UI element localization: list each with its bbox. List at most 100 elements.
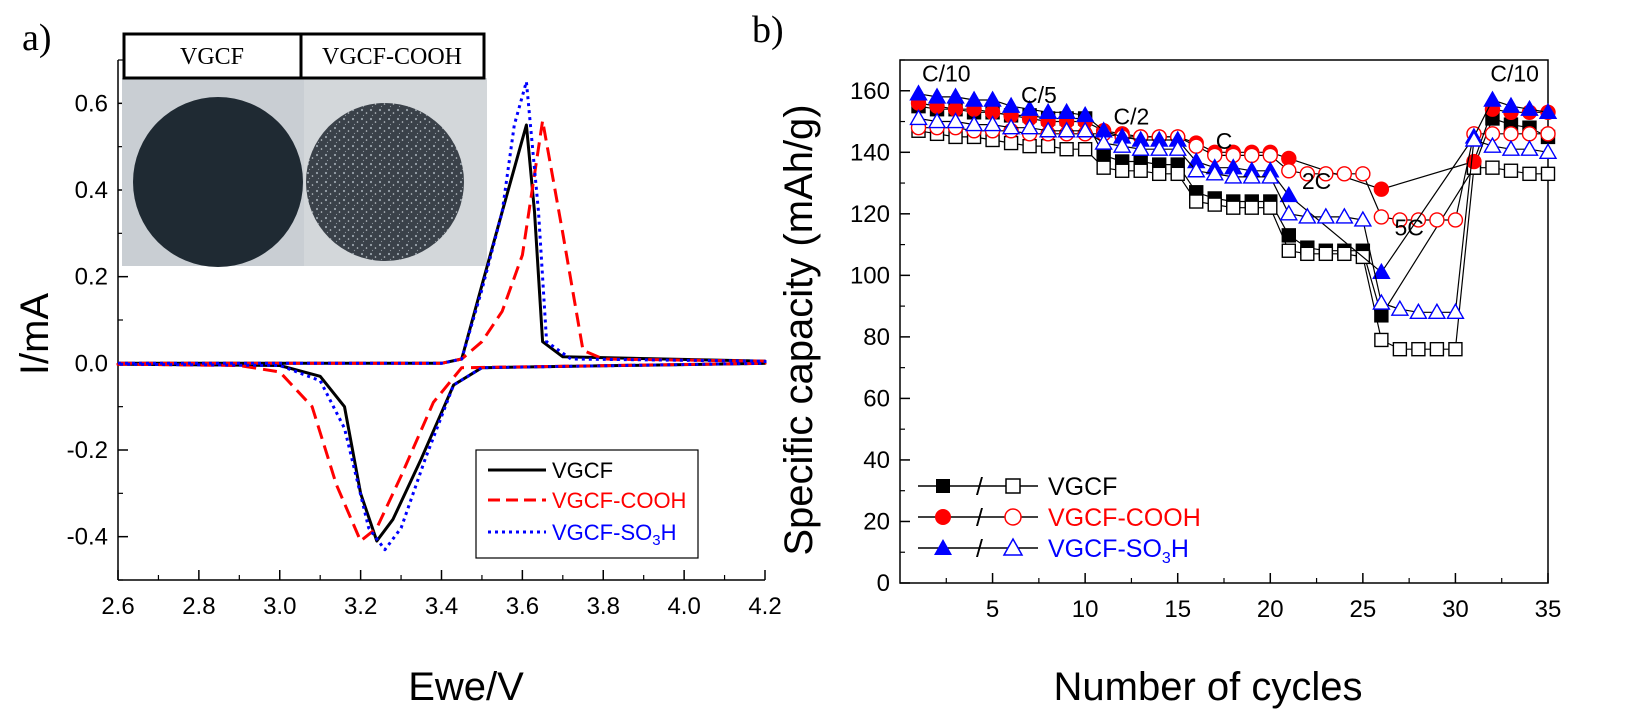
inset-label-box-right (299, 32, 486, 80)
rate-x-tick-label: 10 (1072, 596, 1099, 623)
cv-x-tick-label: 2.6 (101, 593, 134, 620)
rate-point (1521, 126, 1538, 142)
rate-point (1001, 118, 1021, 135)
rate-point (1133, 163, 1148, 178)
panel-a-label: a) (22, 17, 52, 59)
rate-y-tick-label: 60 (863, 385, 890, 412)
rate-point (1001, 96, 1021, 113)
rate-legend-sep-vgcf-cooh: / (976, 504, 983, 532)
rate-point (1446, 302, 1465, 319)
rate-point (1372, 262, 1391, 279)
rate-x-tick-label: 5 (986, 596, 999, 623)
rate-point (983, 90, 1002, 107)
rate-point (1279, 185, 1299, 203)
rate-axes: 5 10 15 20 25 30 35 0 20 40 60 80 100 120 140 160 (850, 59, 1562, 623)
rate-point (1392, 341, 1408, 357)
rate-point (1040, 138, 1056, 154)
rate-legend-sep-vgcf-so3h: / (976, 535, 983, 563)
cv-y-tick-label: -0.2 (67, 437, 108, 464)
rate-y-axis-title: Specific capacity (mAh/g) (777, 104, 821, 555)
rate-point (1300, 246, 1315, 262)
rate-legend: / VGCF / VGCF-COOH / VGCF-SO3H (918, 473, 1201, 567)
rate-label: C/5 (1021, 82, 1057, 108)
rate-point (1242, 167, 1261, 184)
cv-x-tick-label: 3.6 (506, 593, 539, 620)
rate-point (1298, 207, 1317, 224)
rate-x-tick-label: 25 (1350, 596, 1377, 623)
rate-point (1263, 200, 1278, 215)
rate-x-tick-label: 15 (1164, 596, 1191, 623)
rate-point (1373, 209, 1390, 225)
rate-point (1316, 207, 1336, 224)
rate-x-tick-label: 35 (1535, 596, 1562, 623)
rate-point (1022, 138, 1037, 154)
rate-point (1112, 136, 1132, 153)
rate-point (1075, 121, 1095, 138)
cv-legend-label-vgcf-cooh: VGCF-COOH (552, 488, 686, 513)
cv-x-tick-label: 3.8 (587, 593, 620, 620)
rate-point (1094, 133, 1113, 150)
rate-point (1503, 163, 1519, 178)
rate-point (1429, 341, 1445, 357)
cv-axes: 2.6 2.8 3.0 3.2 3.4 3.6 3.8 4.0 4.2 -0.4 -0.2 0.0 0.… (67, 59, 782, 620)
rate-point (1373, 181, 1390, 197)
rate-labels: C/10 C/5 C/2 C 2C 5C C/10 (922, 61, 1539, 241)
rate-point (1188, 138, 1204, 154)
vgcf-cooh-electrode-texture (306, 103, 464, 261)
rate-point (1409, 302, 1428, 319)
cv-x-axis-title: Ewe/V (408, 665, 524, 709)
rate-point (1501, 139, 1521, 156)
rate-point (1501, 96, 1521, 113)
cv-x-tick-label: 3.2 (344, 593, 377, 620)
rate-label: C (1216, 128, 1233, 154)
rate-point (1503, 126, 1519, 142)
rate-point (1077, 142, 1093, 157)
rate-point (1096, 148, 1111, 163)
rate-point (1187, 161, 1206, 178)
rate-label: C/10 (1490, 61, 1539, 87)
rate-point (1353, 210, 1373, 227)
rate-point (946, 112, 965, 129)
rate-point (1114, 163, 1130, 178)
rate-point (1374, 332, 1389, 348)
cv-chart: 2.6 2.8 3.0 3.2 3.4 3.6 3.8 4.0 4.2 -0.4 -0.2 0.0 0.… (13, 32, 782, 709)
rate-label: 2C (1302, 168, 1331, 194)
rate-x-tick-label: 30 (1442, 596, 1469, 623)
rate-point (1390, 299, 1410, 316)
rate-point (1189, 194, 1204, 209)
rate-point (1226, 200, 1241, 215)
rate-point (1205, 164, 1224, 181)
rate-y-tick-label: 40 (863, 447, 890, 474)
rate-point (1020, 99, 1039, 116)
rate-point (1538, 142, 1558, 159)
rate-legend-label-vgcf-cooh: VGCF-COOH (1048, 504, 1201, 532)
rate-point (1224, 167, 1243, 184)
rate-point (1038, 121, 1058, 138)
rate-point (1131, 139, 1150, 156)
cv-x-tick-label: 4.0 (667, 593, 700, 620)
rate-point (1038, 102, 1058, 120)
rate-point (1483, 136, 1502, 153)
rate-point (1003, 135, 1019, 151)
rate-point (1466, 153, 1482, 170)
cv-y-tick-label: 0.4 (75, 177, 108, 204)
rate-point (1299, 166, 1316, 182)
cv-curve-vgcf-so3h (116, 80, 767, 552)
vgcf-electrode (133, 97, 303, 267)
cv-y-axis-title: I/mA (13, 293, 57, 376)
rate-point (1262, 147, 1278, 164)
rate-series-vgcf-so3h-discharge (909, 109, 1558, 319)
rate-point (1540, 166, 1556, 182)
rate-point (1520, 99, 1539, 116)
panel-b-label: b) (752, 9, 784, 51)
rate-point (1244, 147, 1260, 164)
rate-point (1057, 102, 1076, 120)
cv-x-tick-label: 3.0 (263, 593, 296, 620)
rate-y-tick-label: 120 (850, 201, 890, 228)
rate-y-tick-label: 20 (863, 508, 890, 535)
inset-label-vgcf-cooh: VGCF-COOH (322, 44, 462, 70)
rate-point (1318, 246, 1334, 262)
rate-point (964, 115, 984, 132)
